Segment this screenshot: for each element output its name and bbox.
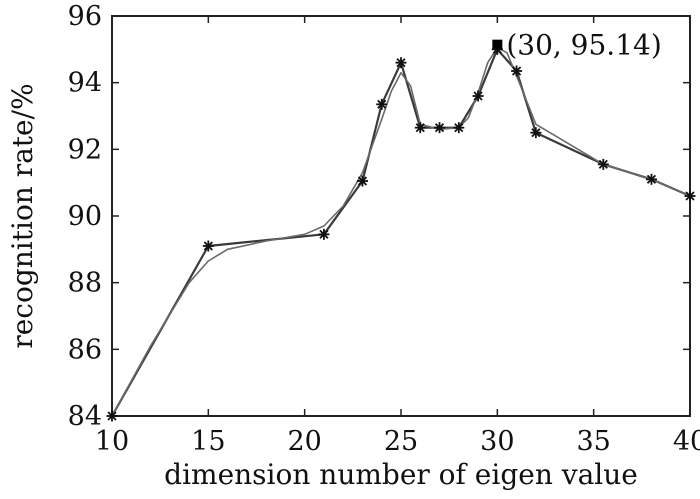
x-tick-label: 20 <box>287 426 321 457</box>
x-tick-label: 40 <box>673 426 700 457</box>
x-tick-label: 30 <box>480 426 514 457</box>
y-tick-label: 86 <box>68 334 102 365</box>
plot-area <box>111 15 691 417</box>
data-point-marker <box>530 127 542 139</box>
marker-layer <box>106 43 696 422</box>
y-tick-label: 90 <box>68 201 102 232</box>
data-point-marker <box>511 65 523 77</box>
x-tick-label: 35 <box>576 426 610 457</box>
data-point-marker <box>453 122 465 134</box>
y-tick-label: 96 <box>68 1 102 32</box>
data-point-marker <box>414 122 426 134</box>
y-axis-ticks: 84 86 88 90 92 94 96 <box>68 1 690 432</box>
data-point-marker <box>684 190 696 202</box>
x-tick-label: 25 <box>384 426 418 457</box>
data-point-marker <box>376 98 388 110</box>
annotation-marker <box>492 39 503 50</box>
x-tick-label: 15 <box>191 426 225 457</box>
x-axis-ticks: 10 15 20 25 30 35 40 <box>95 16 700 457</box>
annotation-layer: (30, 95.14) <box>492 29 662 62</box>
y-tick-label: 94 <box>68 68 102 99</box>
y-tick-label: 88 <box>68 268 102 299</box>
data-point-marker <box>434 122 446 134</box>
data-point-marker <box>472 90 484 102</box>
data-point-marker <box>356 175 368 187</box>
data-point-marker <box>597 158 609 170</box>
data-point-marker <box>202 240 214 252</box>
y-axis-label: recognition rate/% <box>6 83 39 348</box>
x-axis-label: dimension number of eigen value <box>164 458 638 491</box>
y-tick-label: 92 <box>68 134 102 165</box>
data-point-marker <box>106 410 118 422</box>
data-point-marker <box>395 57 407 69</box>
data-point-marker <box>645 173 657 185</box>
data-point-marker <box>318 228 330 240</box>
x-tick-label: 10 <box>95 426 129 457</box>
y-tick-label: 84 <box>68 401 102 432</box>
annotation-label: (30, 95.14) <box>506 29 661 62</box>
